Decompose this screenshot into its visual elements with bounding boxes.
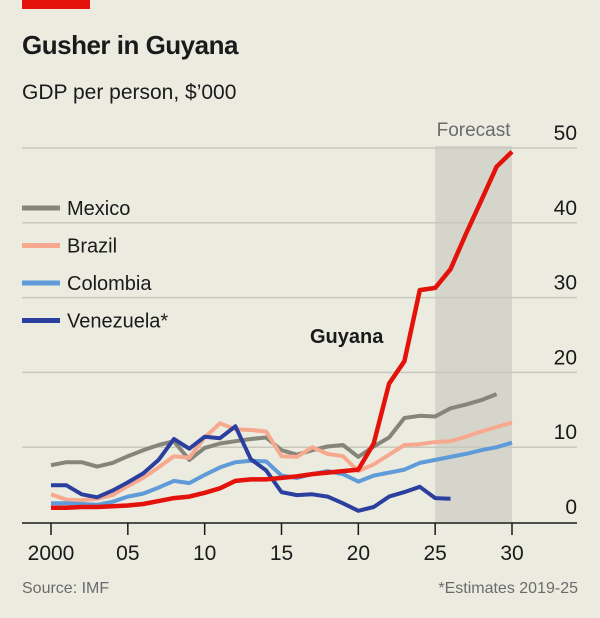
- series-line-mexico: [50, 392, 498, 469]
- forecast-band: [435, 146, 512, 522]
- legend-label: Brazil: [67, 236, 117, 258]
- y-tick-label: 10: [554, 421, 577, 444]
- series-line-brazil: [50, 420, 513, 503]
- x-tick-label: 30: [500, 542, 523, 565]
- series-line-colombia: [51, 440, 513, 507]
- source-note: Source: IMF: [22, 580, 110, 597]
- legend-label: Colombia: [67, 273, 152, 295]
- y-tick-label: 20: [554, 346, 577, 369]
- x-tick-label: 25: [423, 542, 446, 565]
- forecast-label: Forecast: [437, 120, 512, 141]
- chart-subtitle: GDP per person, $’000: [22, 81, 237, 104]
- y-tick-label: 40: [554, 197, 577, 220]
- legend-label: Mexico: [67, 198, 130, 220]
- y-tick-label: 30: [554, 272, 577, 295]
- guyana-label: Guyana: [310, 326, 384, 348]
- x-tick-label: 05: [116, 542, 139, 565]
- legend-label: Venezuela*: [67, 311, 168, 333]
- y-tick-label: 50: [554, 122, 577, 145]
- x-tick-label: 10: [193, 542, 216, 565]
- x-tick-label: 20: [347, 542, 370, 565]
- x-tick-label: 2000: [28, 542, 75, 565]
- x-tick-label: 15: [270, 542, 293, 565]
- estimates-footnote: *Estimates 2019-25: [438, 580, 578, 597]
- series-line-guyana: [51, 150, 514, 511]
- brand-red-bar: [22, 0, 90, 9]
- y-tick-label: 0: [565, 496, 577, 519]
- series-line-venezuela: [51, 424, 451, 513]
- chart-title: Gusher in Guyana: [22, 30, 238, 60]
